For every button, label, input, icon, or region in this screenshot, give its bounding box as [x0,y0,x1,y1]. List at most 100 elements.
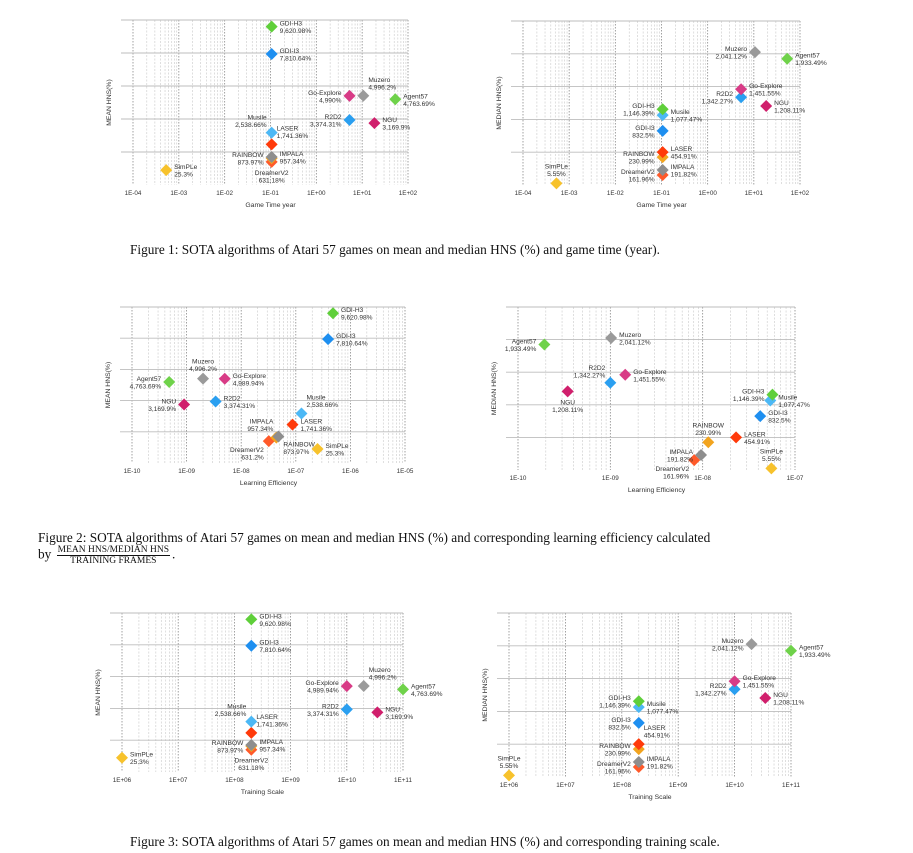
y-axis-label: MEDIAN HNS(%) [482,668,489,721]
point-name-label: RAINBOW [212,740,244,747]
point-value-label: 3,169.9% [148,406,176,413]
point-name-label: RAINBOW [623,151,655,158]
x-tick-label: 1E+09 [281,777,300,784]
x-tick-label: 1E-03 [170,190,187,197]
point-name-label: Musile [306,395,325,402]
x-tick-label: 1E-09 [178,468,195,475]
point-value-label: 1,933.49% [795,60,827,67]
point-value-label: 2,538.66% [306,402,338,409]
x-tick-label: 1E+01 [353,190,372,197]
point-name-label: Go-Explore [308,90,342,97]
point-name-label: NGU [385,706,400,713]
x-tick-label: 1E+02 [791,190,810,197]
point-name-label: IMPALA [669,449,693,456]
point-value-label: 631.18% [259,177,285,184]
point-value-label: 454.91% [744,439,770,446]
point-name-label: Go-Explore [305,680,339,687]
point-name-label: LASER [671,146,693,153]
y-axis-label: MEDIAN HNS(%) [496,76,503,129]
point-name-label: GDI-H3 [259,613,282,620]
point-name-label: Muzero [368,77,390,84]
point-r2d2 [209,395,222,408]
point-muzero [605,331,618,344]
point-value-label: 191.82% [667,457,693,464]
x-tick-label: 1E+00 [698,190,717,197]
point-value-label: 25.3% [174,172,193,179]
point-r2d2 [604,376,617,389]
point-value-label: 230.99% [605,751,631,758]
x-tick-label: 1E-02 [216,190,233,197]
point-name-label: GDI-H3 [742,389,765,396]
point-name-label: DreamerV2 [655,466,689,473]
point-value-label: 7,810.64% [259,647,291,654]
point-value-label: 2,538.66% [235,122,267,129]
point-name-label: IMPALA [280,151,304,158]
point-name-label: DreamerV2 [621,169,655,176]
point-impala [632,755,645,768]
point-value-label: 1,741.36% [256,721,288,728]
figure-2-caption-line1: Figure 2: SOTA algorithms of Atari 57 ga… [38,530,711,545]
point-laser [656,146,669,159]
point-value-label: 1,741.36% [300,426,332,433]
figure-2-caption-line2: by MEAN HNS/MEDIAN HNS TRAINING FRAMES . [38,545,175,566]
x-tick-label: 1E+09 [669,782,688,789]
point-musile [295,407,308,420]
point-value-label: 3,374.31% [307,711,339,718]
point-value-label: 191.82% [647,763,673,770]
x-tick-label: 1E+01 [745,190,764,197]
point-name-label: RAINBOW [693,422,725,429]
point-value-label: 454.91% [644,733,670,740]
point-name-label: GDI-H3 [632,103,655,110]
point-name-label: SimPLe [497,755,520,762]
point-gdi-h3 [265,20,278,33]
point-name-label: NGU [560,399,575,406]
x-tick-label: 1E-10 [124,468,141,475]
point-value-label: 5.55% [547,171,566,178]
point-muzero [749,46,762,59]
x-tick-label: 1E+08 [613,782,632,789]
point-name-label: LASER [256,714,278,721]
x-tick-label: 1E-05 [397,468,414,475]
point-name-label: Agent57 [403,93,428,100]
point-value-label: 2,041.12% [619,339,651,346]
point-go-explore [728,675,741,688]
point-go-explore [340,680,353,693]
y-axis-label: MEAN HNS(%) [95,669,102,715]
point-simple [160,164,173,177]
x-axis-label: Learning Efficiency [240,480,298,487]
point-name-label: Musile [671,109,690,116]
point-agent57 [781,52,794,65]
point-agent57 [538,338,551,351]
point-value-label: 873.97% [283,449,309,456]
point-simple [311,442,324,455]
point-gdi-h3 [766,388,779,401]
point-value-label: 230.99% [695,430,721,437]
point-value-label: 1,146.39% [733,396,765,403]
x-tick-label: 1E+07 [169,777,188,784]
point-go-explore [218,372,231,385]
point-gdi-i3 [656,124,669,137]
point-name-label: Agent57 [795,53,820,60]
point-name-label: Go-Explore [633,369,667,376]
point-name-label: Musile [227,704,246,711]
point-ngu [178,398,191,411]
point-ngu [371,706,384,719]
point-name-label: IMPALA [250,418,274,425]
point-value-label: 1,933.49% [799,652,831,659]
point-name-label: SimPLe [130,752,153,759]
point-go-explore [343,89,356,102]
x-tick-label: 1E+08 [225,777,244,784]
x-tick-label: 1E+11 [394,777,412,784]
point-value-label: 1,208.11% [774,107,805,114]
point-value-label: 4,989.94% [233,380,265,387]
caption-period: . [172,546,176,562]
point-name-label: Musile [778,395,797,402]
point-name-label: LASER [277,125,299,132]
fraction-numerator: MEAN HNS/MEDIAN HNS [56,545,170,556]
point-name-label: Muzero [192,359,214,366]
x-tick-label: 1E-02 [607,190,624,197]
point-agent57 [397,683,409,696]
point-value-label: 3,374.31% [224,403,256,410]
point-musile [245,715,258,728]
point-name-label: R2D2 [716,91,733,98]
